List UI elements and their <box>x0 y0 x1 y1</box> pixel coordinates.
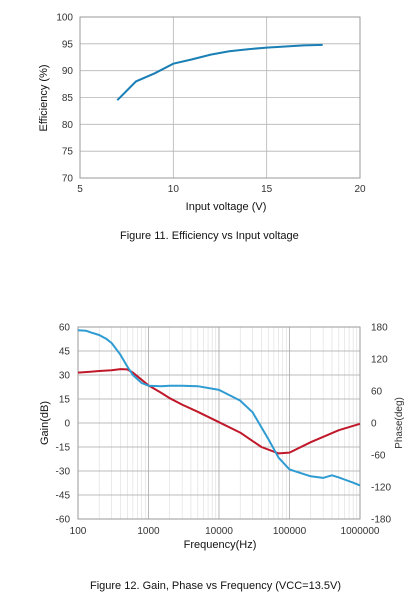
chart1-y-tick-label: 70 <box>62 174 74 185</box>
chart1-y-tick-label: 80 <box>62 120 74 131</box>
chart1-y-tick-label: 90 <box>62 66 74 77</box>
chart2-x-tick-label: 1000 <box>137 526 160 537</box>
chart2-left-y-tick-label: 60 <box>59 323 71 334</box>
chart2-left-y-tick-label: -60 <box>56 515 71 526</box>
chart2-right-y-axis-label: Phase(deg) <box>394 397 405 449</box>
chart2-right-y-tick-label: 0 <box>371 419 377 430</box>
chart1-y-tick-label: 95 <box>62 39 74 50</box>
chart1-y-tick-label: 85 <box>62 93 74 104</box>
chart1-x-tick-label: 10 <box>168 184 180 195</box>
chart2-phase-line <box>77 329 361 487</box>
chart2-left-y-tick-label: -15 <box>56 443 71 454</box>
chart1-x-axis-label: Input voltage (V) <box>186 201 267 213</box>
chart1-efficiency-line <box>116 43 323 101</box>
chart2-gain-line <box>77 368 361 455</box>
chart2-x-tick-label: 100 <box>70 526 87 537</box>
chart2-left-y-tick-label: -30 <box>56 467 71 478</box>
chart2-x-tick-label: 1000000 <box>341 526 380 537</box>
chart1-x-tick-label: 5 <box>77 184 83 195</box>
chart2-left-y-tick-label: -45 <box>56 491 71 502</box>
chart1-y-tick-label: 100 <box>56 13 73 24</box>
chart2-left-y-tick-label: 15 <box>59 395 71 406</box>
chart2-right-y-tick-label: 120 <box>371 355 388 366</box>
chart2-right-y-tick-label: -120 <box>371 483 391 494</box>
chart2-left-y-tick-label: 30 <box>59 371 71 382</box>
figure12-caption: Figure 12. Gain, Phase vs Frequency (VCC… <box>90 580 341 592</box>
figure11-caption: Figure 11. Efficiency vs Input voltage <box>120 230 299 242</box>
chart2-x-tick-label: 10000 <box>205 526 233 537</box>
chart1-y-axis-label: Efficiency (%) <box>38 64 50 131</box>
chart2-right-y-tick-label: -60 <box>371 451 386 462</box>
chart2-x-tick-label: 100000 <box>273 526 307 537</box>
chart1-y-tick-label: 75 <box>62 147 74 158</box>
chart2-left-y-tick-label: 0 <box>64 419 70 430</box>
chart1-plot-frame <box>79 16 361 179</box>
chart1-x-tick-label: 20 <box>354 184 366 195</box>
chart2-left-y-axis-label: Gain(dB) <box>39 401 51 445</box>
chart2-left-y-tick-label: 45 <box>59 347 71 358</box>
chart2-right-y-tick-label: 60 <box>371 387 383 398</box>
chart2-right-y-tick-label: -180 <box>371 515 391 526</box>
chart2-right-y-tick-label: 180 <box>371 323 388 334</box>
chart2-plot-frame <box>77 326 361 520</box>
chart2-x-axis-label: Frequency(Hz) <box>184 539 257 551</box>
chart1-x-tick-label: 15 <box>261 184 273 195</box>
